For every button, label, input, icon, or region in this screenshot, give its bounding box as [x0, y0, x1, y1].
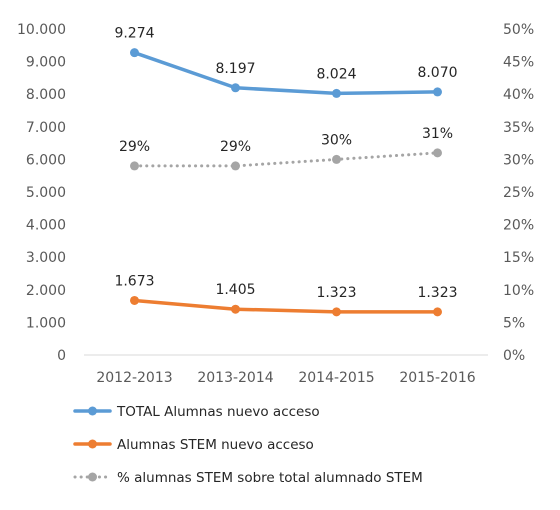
legend-marker [88, 439, 97, 449]
data-point [130, 295, 139, 305]
x-tick-label: 2015-2016 [399, 370, 475, 386]
data-point [332, 88, 341, 98]
left-tick-label: 4.000 [26, 218, 66, 234]
legend-label: TOTAL Alumnas nuevo acceso [116, 404, 320, 420]
data-point [332, 307, 341, 317]
data-label: 1.323 [417, 285, 457, 301]
data-point [433, 307, 442, 317]
left-tick-label: 7.000 [26, 120, 66, 136]
right-tick-label: 15% [503, 250, 534, 266]
right-tick-label: 35% [503, 120, 534, 136]
x-tick-label: 2014-2015 [298, 370, 374, 386]
legend-item: TOTAL Alumnas nuevo acceso [73, 404, 320, 420]
left-tick-label: 1.000 [26, 315, 66, 331]
data-label: 8.197 [215, 61, 255, 77]
legend-label: Alumnas STEM nuevo acceso [117, 437, 314, 453]
left-tick-label: 0 [57, 348, 66, 364]
right-axis: 0% 5% 10% 15% 20% 25% 30% 35% 40% 45% 50% [503, 22, 534, 364]
data-label: 1.673 [114, 273, 154, 289]
legend-label: % alumnas STEM sobre total alumnado STEM [117, 470, 423, 486]
data-label: 31% [422, 126, 453, 142]
data-point [130, 48, 139, 58]
series-line [132, 50, 440, 96]
data-label: 1.405 [215, 282, 255, 298]
legend-marker [88, 406, 97, 416]
x-tick-label: 2013-2014 [197, 370, 273, 386]
data-label: 29% [119, 139, 150, 155]
right-tick-label: 20% [503, 218, 534, 234]
left-tick-label: 3.000 [26, 250, 66, 266]
left-tick-label: 6.000 [26, 152, 66, 168]
data-point [231, 304, 240, 314]
data-label: 8.070 [417, 65, 457, 81]
series-layer: 9.274 8.197 8.024 8.070 1.673 1.405 1.323 1.323… [114, 26, 458, 317]
data-label: 30% [321, 132, 352, 148]
right-tick-label: 0% [503, 348, 525, 364]
left-tick-label: 10.000 [17, 22, 66, 38]
data-label: 29% [220, 139, 251, 155]
right-tick-label: 50% [503, 22, 534, 38]
series-line [133, 151, 439, 168]
x-axis: 2012-2013 2013-2014 2014-2015 2015-2016 [96, 370, 475, 386]
series-1: 9.274 8.197 8.024 8.070 [114, 26, 458, 98]
left-tick-label: 8.000 [26, 87, 66, 103]
legend-item: % alumnas STEM sobre total alumnado STEM [73, 470, 423, 486]
data-point [231, 83, 240, 93]
data-label: 1.323 [316, 285, 356, 301]
right-tick-label: 25% [503, 185, 534, 201]
right-tick-label: 40% [503, 87, 534, 103]
right-tick-label: 5% [503, 315, 525, 331]
series-3: 29% 29% 30% 31% [119, 126, 453, 171]
data-point [130, 161, 139, 171]
data-point [332, 154, 341, 164]
left-tick-label: 5.000 [26, 185, 66, 201]
data-label: 8.024 [316, 66, 356, 82]
series-2: 1.673 1.405 1.323 1.323 [114, 273, 458, 317]
data-point [433, 87, 442, 97]
legend-marker [88, 472, 97, 482]
left-tick-label: 2.000 [26, 283, 66, 299]
left-tick-label: 9.000 [26, 55, 66, 71]
right-tick-label: 45% [503, 55, 534, 71]
legend: TOTAL Alumnas nuevo acceso Alumnas STEM n… [73, 404, 423, 486]
data-point [231, 161, 240, 171]
legend-item: Alumnas STEM nuevo acceso [73, 437, 314, 453]
left-axis: 0 1.000 2.000 3.000 4.000 5.000 6.000 7.000 8.00… [17, 22, 66, 364]
x-tick-label: 2012-2013 [96, 370, 172, 386]
series-line [132, 298, 440, 314]
data-label: 9.274 [114, 26, 154, 42]
data-point [433, 148, 442, 158]
right-tick-label: 30% [503, 152, 534, 168]
right-tick-label: 10% [503, 283, 534, 299]
